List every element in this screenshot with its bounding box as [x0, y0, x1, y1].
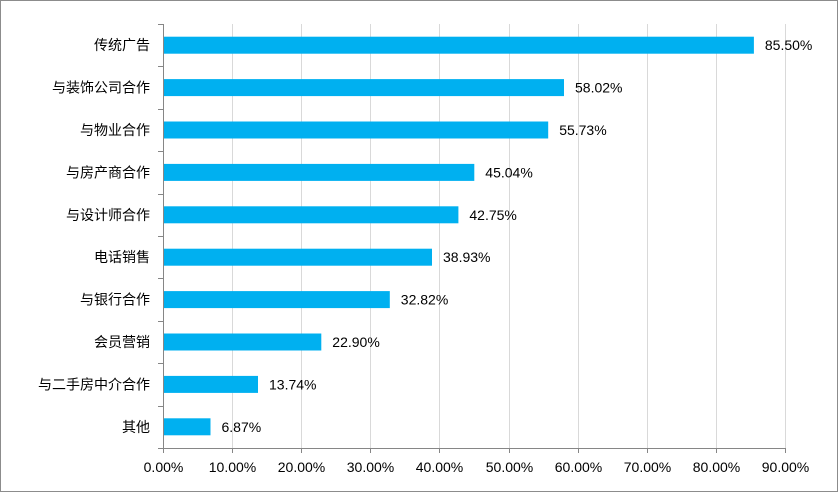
labels: 传统广告 85.50% 与装饰公司合作 58.02% 与物业合作 55.73% 与房产商合作…: [38, 37, 812, 475]
bar-5: [164, 248, 432, 266]
bar-0: [164, 36, 754, 54]
x-tick-label-2: 20.00%: [278, 459, 325, 475]
value-label-7: 22.90%: [332, 334, 379, 350]
bar-7: [164, 333, 322, 351]
bar-9: [164, 418, 211, 436]
category-label-2: 与物业合作: [80, 123, 150, 139]
category-label-3: 与房产商合作: [66, 165, 150, 181]
value-label-4: 42.75%: [469, 207, 516, 223]
category-label-9: 其他: [122, 420, 150, 436]
category-label-7: 会员营销: [94, 335, 150, 351]
x-tick-label-4: 40.00%: [416, 459, 463, 475]
bar-1: [164, 79, 564, 97]
axes: [158, 24, 786, 453]
x-tick-label-0: 0.00%: [144, 459, 184, 475]
value-label-0: 85.50%: [765, 37, 812, 53]
value-label-1: 58.02%: [575, 80, 622, 96]
value-label-6: 32.82%: [401, 292, 448, 308]
category-label-4: 与设计师合作: [66, 208, 150, 224]
category-label-8: 与二手房中介合作: [38, 377, 150, 393]
x-tick-label-3: 30.00%: [347, 459, 394, 475]
x-tick-label-9: 90.00%: [762, 459, 809, 475]
value-label-5: 38.93%: [443, 249, 490, 265]
category-label-5: 电话销售: [94, 250, 150, 266]
x-tick-label-1: 10.00%: [209, 459, 256, 475]
bars: [164, 36, 754, 436]
value-label-2: 55.73%: [559, 122, 606, 138]
category-label-6: 与银行合作: [80, 293, 150, 309]
category-label-0: 传统广告: [94, 38, 150, 54]
x-tick-label-5: 50.00%: [486, 459, 533, 475]
value-label-3: 45.04%: [485, 164, 532, 180]
bar-6: [164, 291, 390, 309]
category-label-1: 与装饰公司合作: [52, 81, 150, 97]
value-label-8: 13.74%: [269, 376, 316, 392]
bar-8: [164, 375, 258, 393]
value-label-9: 6.87%: [222, 419, 262, 435]
bar-3: [164, 163, 475, 181]
x-tick-label-8: 80.00%: [693, 459, 740, 475]
x-tick-label-7: 70.00%: [624, 459, 671, 475]
x-tick-label-6: 60.00%: [555, 459, 602, 475]
bar-4: [164, 206, 459, 224]
bar-2: [164, 121, 549, 139]
